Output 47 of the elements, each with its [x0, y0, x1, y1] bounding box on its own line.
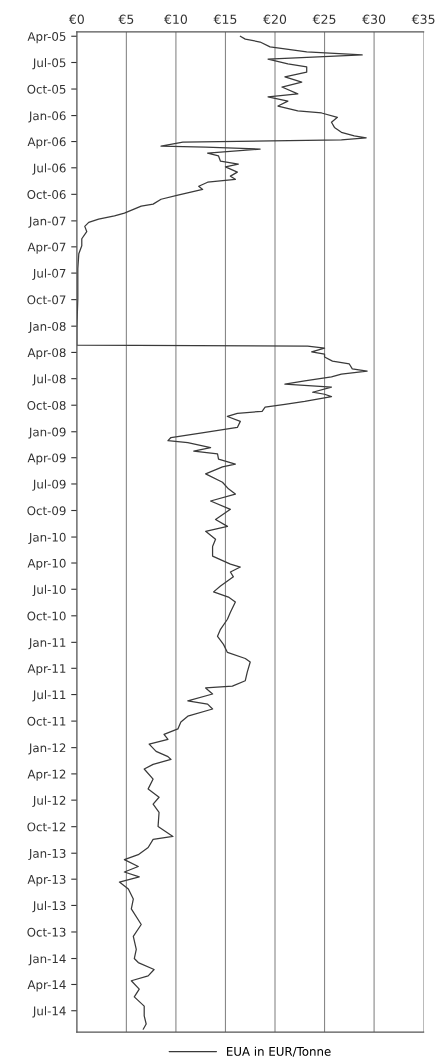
- y-tick-label: Jan-07: [28, 216, 66, 228]
- y-tick-label: Apr-12: [27, 769, 66, 781]
- x-tick-label: €20: [263, 14, 287, 24]
- y-tick-label: Apr-07: [27, 242, 66, 254]
- x-tick-label: €0: [68, 14, 84, 24]
- y-tick-label: Apr-05: [27, 31, 66, 44]
- y-tick-label: Jan-08: [28, 321, 66, 334]
- y-tick-label: Jul-06: [32, 163, 66, 175]
- legend-label: EUA in EUR/Tonne: [227, 1046, 331, 1057]
- y-tick-label: Jan-10: [28, 532, 66, 544]
- y-tick-label: Jul-10: [32, 584, 66, 597]
- y-tick-label: Oct-09: [27, 506, 66, 516]
- y-tick-label: Apr-14: [27, 980, 66, 992]
- y-tick-label: Jan-11: [28, 638, 66, 650]
- y-tick-label: Oct-06: [27, 190, 66, 199]
- y-tick-label: Jan-09: [28, 427, 66, 439]
- x-tick-label: €15: [213, 14, 237, 24]
- y-tick-label: Jan-14: [28, 954, 66, 966]
- x-tick-label: €5: [118, 14, 134, 24]
- y-tick-label: Jan-13: [28, 848, 66, 861]
- y-tick-label: Oct-07: [27, 295, 66, 305]
- x-tick-label: €10: [163, 14, 188, 24]
- x-tick-label: €35: [411, 14, 435, 24]
- y-tick-label: Apr-08: [27, 348, 66, 360]
- y-tick-label: Oct-10: [27, 611, 66, 621]
- y-tick-label: Apr-09: [27, 453, 66, 465]
- y-tick-label: Apr-10: [27, 558, 66, 570]
- y-tick-label: Jul-07: [32, 268, 66, 280]
- y-tick-label: Jul-08: [32, 374, 66, 386]
- y-tick-label: Jan-12: [28, 743, 66, 755]
- y-tick-label: Oct-11: [27, 716, 66, 726]
- y-tick-label: Apr-06: [27, 137, 66, 149]
- x-tick-label: €30: [362, 14, 386, 24]
- y-tick-label: Oct-12: [27, 822, 66, 832]
- y-tick-label: Apr-13: [27, 874, 66, 887]
- y-tick-label: Jul-09: [32, 479, 66, 491]
- y-tick-label: Jul-12: [32, 795, 66, 807]
- x-tick-label: €25: [312, 14, 336, 24]
- y-tick-label: Oct-13: [27, 927, 66, 937]
- y-tick-label: Oct-08: [27, 400, 66, 410]
- y-tick-label: Jul-05: [32, 58, 66, 70]
- y-tick-label: Jul-13: [32, 900, 66, 913]
- y-tick-label: Jul-14: [32, 1006, 66, 1018]
- y-tick-label: Apr-11: [27, 664, 66, 676]
- y-tick-label: Jul-11: [32, 690, 66, 702]
- y-tick-label: Oct-05: [27, 84, 66, 94]
- y-tick-label: Jan-06: [28, 111, 66, 123]
